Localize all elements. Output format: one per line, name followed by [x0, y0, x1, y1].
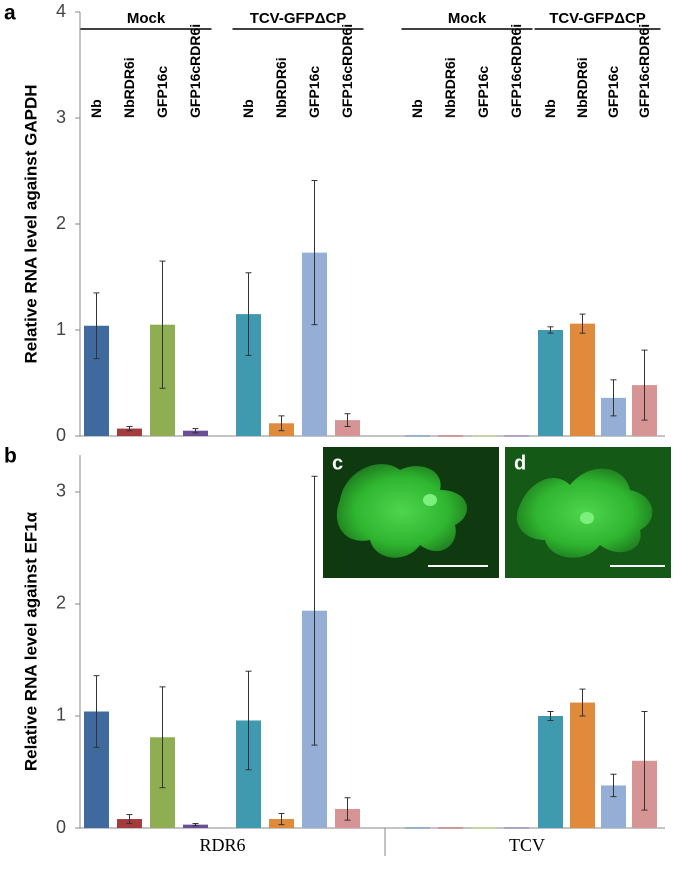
column-label: GFP16cRDR6i — [339, 24, 355, 118]
column-label: GFP16cRDR6i — [636, 24, 652, 118]
inset-d: d — [505, 447, 671, 578]
panel-label: b — [4, 445, 17, 468]
bar — [538, 715, 563, 828]
bar — [405, 435, 430, 437]
bar — [183, 824, 208, 828]
y-tick-label: 1 — [56, 705, 66, 725]
bar — [438, 827, 463, 829]
inset-label: c — [332, 452, 343, 474]
bar — [335, 420, 360, 436]
column-label: GFP16c — [605, 66, 621, 118]
y-tick-label: 4 — [56, 1, 66, 21]
inset-c: c — [323, 447, 499, 578]
bar — [570, 702, 595, 828]
column-label: GFP16cRDR6i — [508, 24, 524, 118]
bar — [438, 435, 463, 437]
y-axis-label: Relative RNA level against EF1α — [21, 511, 40, 771]
column-label: GFP16c — [306, 66, 322, 118]
bar — [538, 330, 563, 436]
nucleus — [580, 512, 594, 524]
y-tick-label: 2 — [56, 213, 66, 233]
column-label: Nb — [542, 99, 558, 118]
bar — [471, 435, 496, 437]
bar — [117, 428, 142, 436]
panel-label: a — [4, 2, 16, 25]
nucleus — [423, 494, 437, 506]
y-tick-label: 3 — [56, 481, 66, 501]
column-label: NbRDR6i — [121, 57, 137, 118]
column-label: GFP16c — [475, 66, 491, 118]
column-label: NbRDR6i — [442, 57, 458, 118]
bar — [405, 827, 430, 829]
column-label: GFP16c — [154, 66, 170, 118]
y-axis-label: Relative RNA level against GAPDH — [21, 84, 40, 363]
column-label: NbRDR6i — [574, 57, 590, 118]
bar — [504, 435, 529, 437]
inset-label: d — [514, 452, 526, 474]
column-label: Nb — [240, 99, 256, 118]
y-tick-label: 3 — [56, 107, 66, 127]
y-tick-label: 1 — [56, 319, 66, 339]
group-header: Mock — [448, 10, 487, 27]
y-tick-label: 0 — [56, 425, 66, 445]
cell — [336, 464, 467, 558]
group-header: Mock — [127, 10, 166, 27]
y-tick-label: 0 — [56, 817, 66, 837]
column-label: Nb — [409, 99, 425, 118]
bar — [471, 827, 496, 829]
bar — [570, 323, 595, 436]
column-label: NbRDR6i — [273, 57, 289, 118]
group-header: TCV-GFPΔCP — [549, 10, 646, 27]
x-category-label: TCV — [509, 835, 545, 855]
bar — [504, 827, 529, 829]
x-category-label: RDR6 — [199, 835, 245, 855]
group-header: TCV-GFPΔCP — [250, 10, 347, 27]
y-tick-label: 2 — [56, 593, 66, 613]
column-label: GFP16cRDR6i — [187, 24, 203, 118]
column-label: Nb — [88, 99, 104, 118]
bar — [183, 430, 208, 436]
